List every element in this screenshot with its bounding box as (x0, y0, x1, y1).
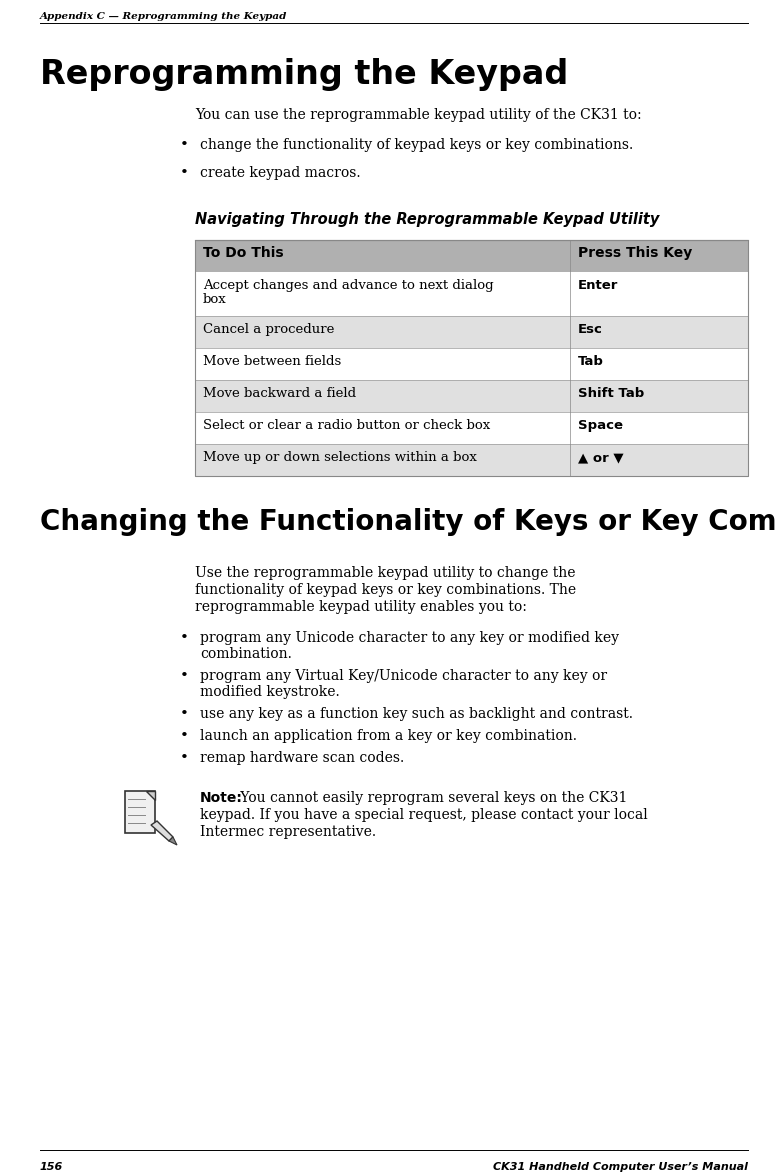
Text: Select or clear a radio button or check box: Select or clear a radio button or check … (203, 420, 490, 432)
Text: Reprogramming the Keypad: Reprogramming the Keypad (40, 57, 568, 91)
Text: Appendix C — Reprogramming the Keypad: Appendix C — Reprogramming the Keypad (40, 12, 287, 21)
Bar (195, 348, 748, 380)
Text: change the functionality of keypad keys or key combinations.: change the functionality of keypad keys … (200, 138, 633, 152)
Text: 156: 156 (40, 1161, 63, 1172)
Bar (195, 444, 748, 476)
Polygon shape (169, 837, 177, 845)
Text: Note:: Note: (200, 791, 243, 805)
Text: •: • (180, 166, 189, 180)
Bar (195, 240, 748, 272)
Text: •: • (180, 138, 189, 152)
Text: Tab: Tab (578, 355, 604, 368)
Bar (195, 413, 748, 444)
Text: Use the reprogrammable keypad utility to change the: Use the reprogrammable keypad utility to… (195, 566, 576, 580)
Text: modified keystroke.: modified keystroke. (200, 684, 340, 699)
Text: Space: Space (578, 420, 623, 432)
Text: •: • (180, 707, 189, 721)
Bar (195, 316, 748, 348)
Text: Move backward a field: Move backward a field (203, 387, 356, 400)
Text: program any Virtual Key/Unicode character to any key or: program any Virtual Key/Unicode characte… (200, 669, 607, 683)
Text: Accept changes and advance to next dialog: Accept changes and advance to next dialo… (203, 279, 494, 292)
Text: Cancel a procedure: Cancel a procedure (203, 323, 334, 336)
Text: Changing the Functionality of Keys or Key Combinations: Changing the Functionality of Keys or Ke… (40, 507, 779, 536)
Text: functionality of keypad keys or key combinations. The: functionality of keypad keys or key comb… (195, 582, 576, 597)
Text: Press This Key: Press This Key (578, 246, 693, 260)
Text: •: • (180, 631, 189, 645)
Polygon shape (146, 791, 155, 800)
Text: box: box (203, 293, 227, 306)
Bar (195, 272, 748, 316)
Text: CK31 Handheld Computer User’s Manual: CK31 Handheld Computer User’s Manual (493, 1161, 748, 1172)
Bar (125, 791, 155, 833)
Text: Esc: Esc (578, 323, 603, 336)
Text: You cannot easily reprogram several keys on the CK31: You cannot easily reprogram several keys… (236, 791, 627, 805)
Text: •: • (180, 751, 189, 765)
Text: •: • (180, 669, 189, 683)
Text: keypad. If you have a special request, please contact your local: keypad. If you have a special request, p… (200, 808, 648, 822)
Text: combination.: combination. (200, 647, 292, 661)
Bar (195, 240, 748, 476)
Text: Navigating Through the Reprogrammable Keypad Utility: Navigating Through the Reprogrammable Ke… (195, 212, 659, 227)
Text: Enter: Enter (578, 279, 619, 292)
Text: ▲ or ▼: ▲ or ▼ (578, 451, 624, 464)
Text: create keypad macros.: create keypad macros. (200, 166, 361, 180)
Text: reprogrammable keypad utility enables you to:: reprogrammable keypad utility enables yo… (195, 600, 527, 614)
Bar (195, 380, 748, 413)
Polygon shape (151, 822, 173, 841)
Text: remap hardware scan codes.: remap hardware scan codes. (200, 751, 404, 765)
Text: Shift Tab: Shift Tab (578, 387, 644, 400)
Text: To Do This: To Do This (203, 246, 284, 260)
Text: program any Unicode character to any key or modified key: program any Unicode character to any key… (200, 631, 619, 645)
Text: Intermec representative.: Intermec representative. (200, 825, 376, 839)
Text: Move between fields: Move between fields (203, 355, 341, 368)
Text: Move up or down selections within a box: Move up or down selections within a box (203, 451, 477, 464)
Text: You can use the reprogrammable keypad utility of the CK31 to:: You can use the reprogrammable keypad ut… (195, 108, 642, 122)
Text: launch an application from a key or key combination.: launch an application from a key or key … (200, 729, 577, 743)
Text: •: • (180, 729, 189, 743)
Text: use any key as a function key such as backlight and contrast.: use any key as a function key such as ba… (200, 707, 633, 721)
